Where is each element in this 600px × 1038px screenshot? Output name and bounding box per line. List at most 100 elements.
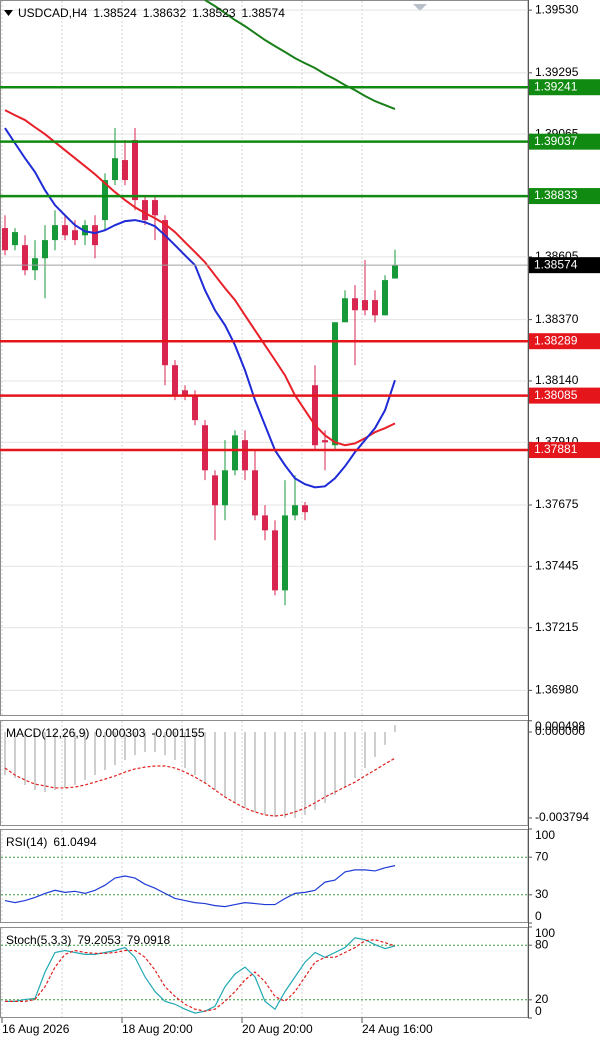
candle-body [262,515,268,531]
candle-body [32,258,38,271]
candle-body [72,230,78,241]
panel-value: 79.0918 [127,933,171,947]
indicator-line [4,757,396,817]
candle-body [382,280,388,316]
panel-value: 1.38524 [93,6,137,20]
panel-title: MACD(12,26,9) 0.000303 -0.001155 [6,726,205,740]
level-label: 1.37881 [534,442,578,456]
candle-body [152,200,158,216]
level-label: 1.38833 [534,188,578,202]
level-label: 1.39241 [534,79,578,93]
panel-title: Stoch(5,3,3) 79.2053 79.0918 [6,933,170,947]
candle-body [242,440,248,471]
y-tick-label: 0 [535,1004,542,1018]
candle-body [202,425,208,471]
level-box [529,387,600,404]
candle-body [312,385,318,446]
candle-body [102,180,108,221]
level-label: 1.38289 [534,333,578,347]
indicator-line [4,127,396,489]
indicator-line [4,865,396,908]
candle-body [92,225,98,246]
y-tick-label: 80 [535,937,549,951]
candle-body [62,225,68,236]
level-box [529,333,600,350]
indicator-line [204,0,396,111]
indicator-line [5,939,396,1012]
candle-body [12,232,18,246]
panel-title-text: Stoch(5,3,3) [6,933,71,947]
indicator-line [5,937,396,1014]
level-label: 1.38085 [534,388,578,402]
panel-value: 61.0494 [53,835,97,849]
candle-body [122,160,128,181]
panel-value: 0.000303 [95,726,145,740]
candle-body [132,140,138,201]
panel-title: USDCAD,H4 1.38524 1.38632 1.38523 1.38574 [18,6,285,20]
y-tick-label: 1.37215 [535,620,579,634]
y-tick-label: 1.39530 [535,2,579,16]
candle-body [352,298,358,311]
candle-body [192,395,198,421]
scroll-marker [413,4,427,11]
level-box [529,79,600,96]
candle-body [162,220,168,366]
panel-title: RSI(14) 61.0494 [6,835,97,849]
panel-title-text: MACD(12,26,9) [6,726,89,740]
candle-body [42,240,48,259]
panel-title-text: RSI(14) [6,835,47,849]
panel-value: 1.38523 [192,6,236,20]
candle-body [292,505,298,516]
y-tick-label: 1.38370 [535,312,579,326]
candle-body [342,298,348,323]
y-tick-label: 30 [535,887,549,901]
panel-value: -0.001155 [151,726,204,740]
candle-body [112,158,118,181]
panel-value: 79.2053 [77,933,121,947]
level-box [529,188,600,205]
candle-body [212,475,218,506]
y-tick-label: 1.39295 [535,65,579,79]
candle-body [252,470,258,516]
candle-body [182,390,188,396]
level-box [529,133,600,150]
panel-value: 1.38574 [242,6,286,20]
y-tick-label: 1.36980 [535,683,579,697]
candle-body [232,435,238,471]
y-tick-label: 1.37445 [535,559,579,573]
panel-value: 1.38632 [143,6,187,20]
y-tick-label: 0.000498 [535,719,585,733]
candle-body [302,505,308,513]
candle-body [22,245,28,271]
candle-body [2,228,8,251]
y-tick-label: 1.37675 [535,497,579,511]
x-tick-label: 18 Aug 20:00 [122,1022,193,1036]
y-tick-label: 100 [535,926,555,940]
level-box [529,442,600,459]
current-price-label: 1.38574 [534,257,578,271]
candle-body [172,365,178,396]
y-tick-label: 100 [535,828,555,842]
candle-body [362,300,368,311]
y-tick-label: 20 [535,992,549,1006]
y-tick-label: 70 [535,849,549,863]
y-tick-label: -0.003794 [535,810,589,824]
menu-triangle [4,10,13,16]
x-tick-label: 24 Aug 16:00 [362,1022,433,1036]
panel-title-text: USDCAD,H4 [18,6,88,20]
candle-body [272,530,278,591]
y-tick-label: 1.38140 [535,373,579,387]
candle-body [322,440,328,443]
candle-body [222,470,228,506]
candle-body [392,265,398,279]
candle-body [142,200,148,221]
x-tick-label: 16 Aug 2026 [2,1022,70,1036]
candle-body [332,322,338,446]
y-tick-label: 0 [535,909,542,923]
candle-body [372,300,378,316]
candle-body [52,225,58,241]
current-price-box [529,257,600,274]
